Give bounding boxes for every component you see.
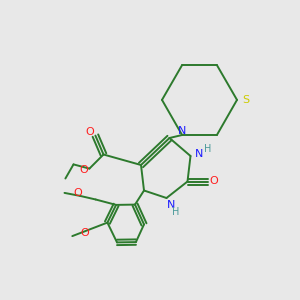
Text: N: N — [167, 200, 175, 211]
Text: N: N — [178, 125, 186, 136]
Text: H: H — [172, 207, 179, 218]
Text: S: S — [242, 95, 250, 105]
Text: O: O — [80, 227, 89, 238]
Text: H: H — [204, 144, 211, 154]
Text: O: O — [209, 176, 218, 187]
Text: N: N — [195, 148, 203, 159]
Text: O: O — [79, 165, 88, 175]
Text: O: O — [73, 188, 82, 199]
Text: O: O — [85, 127, 94, 137]
